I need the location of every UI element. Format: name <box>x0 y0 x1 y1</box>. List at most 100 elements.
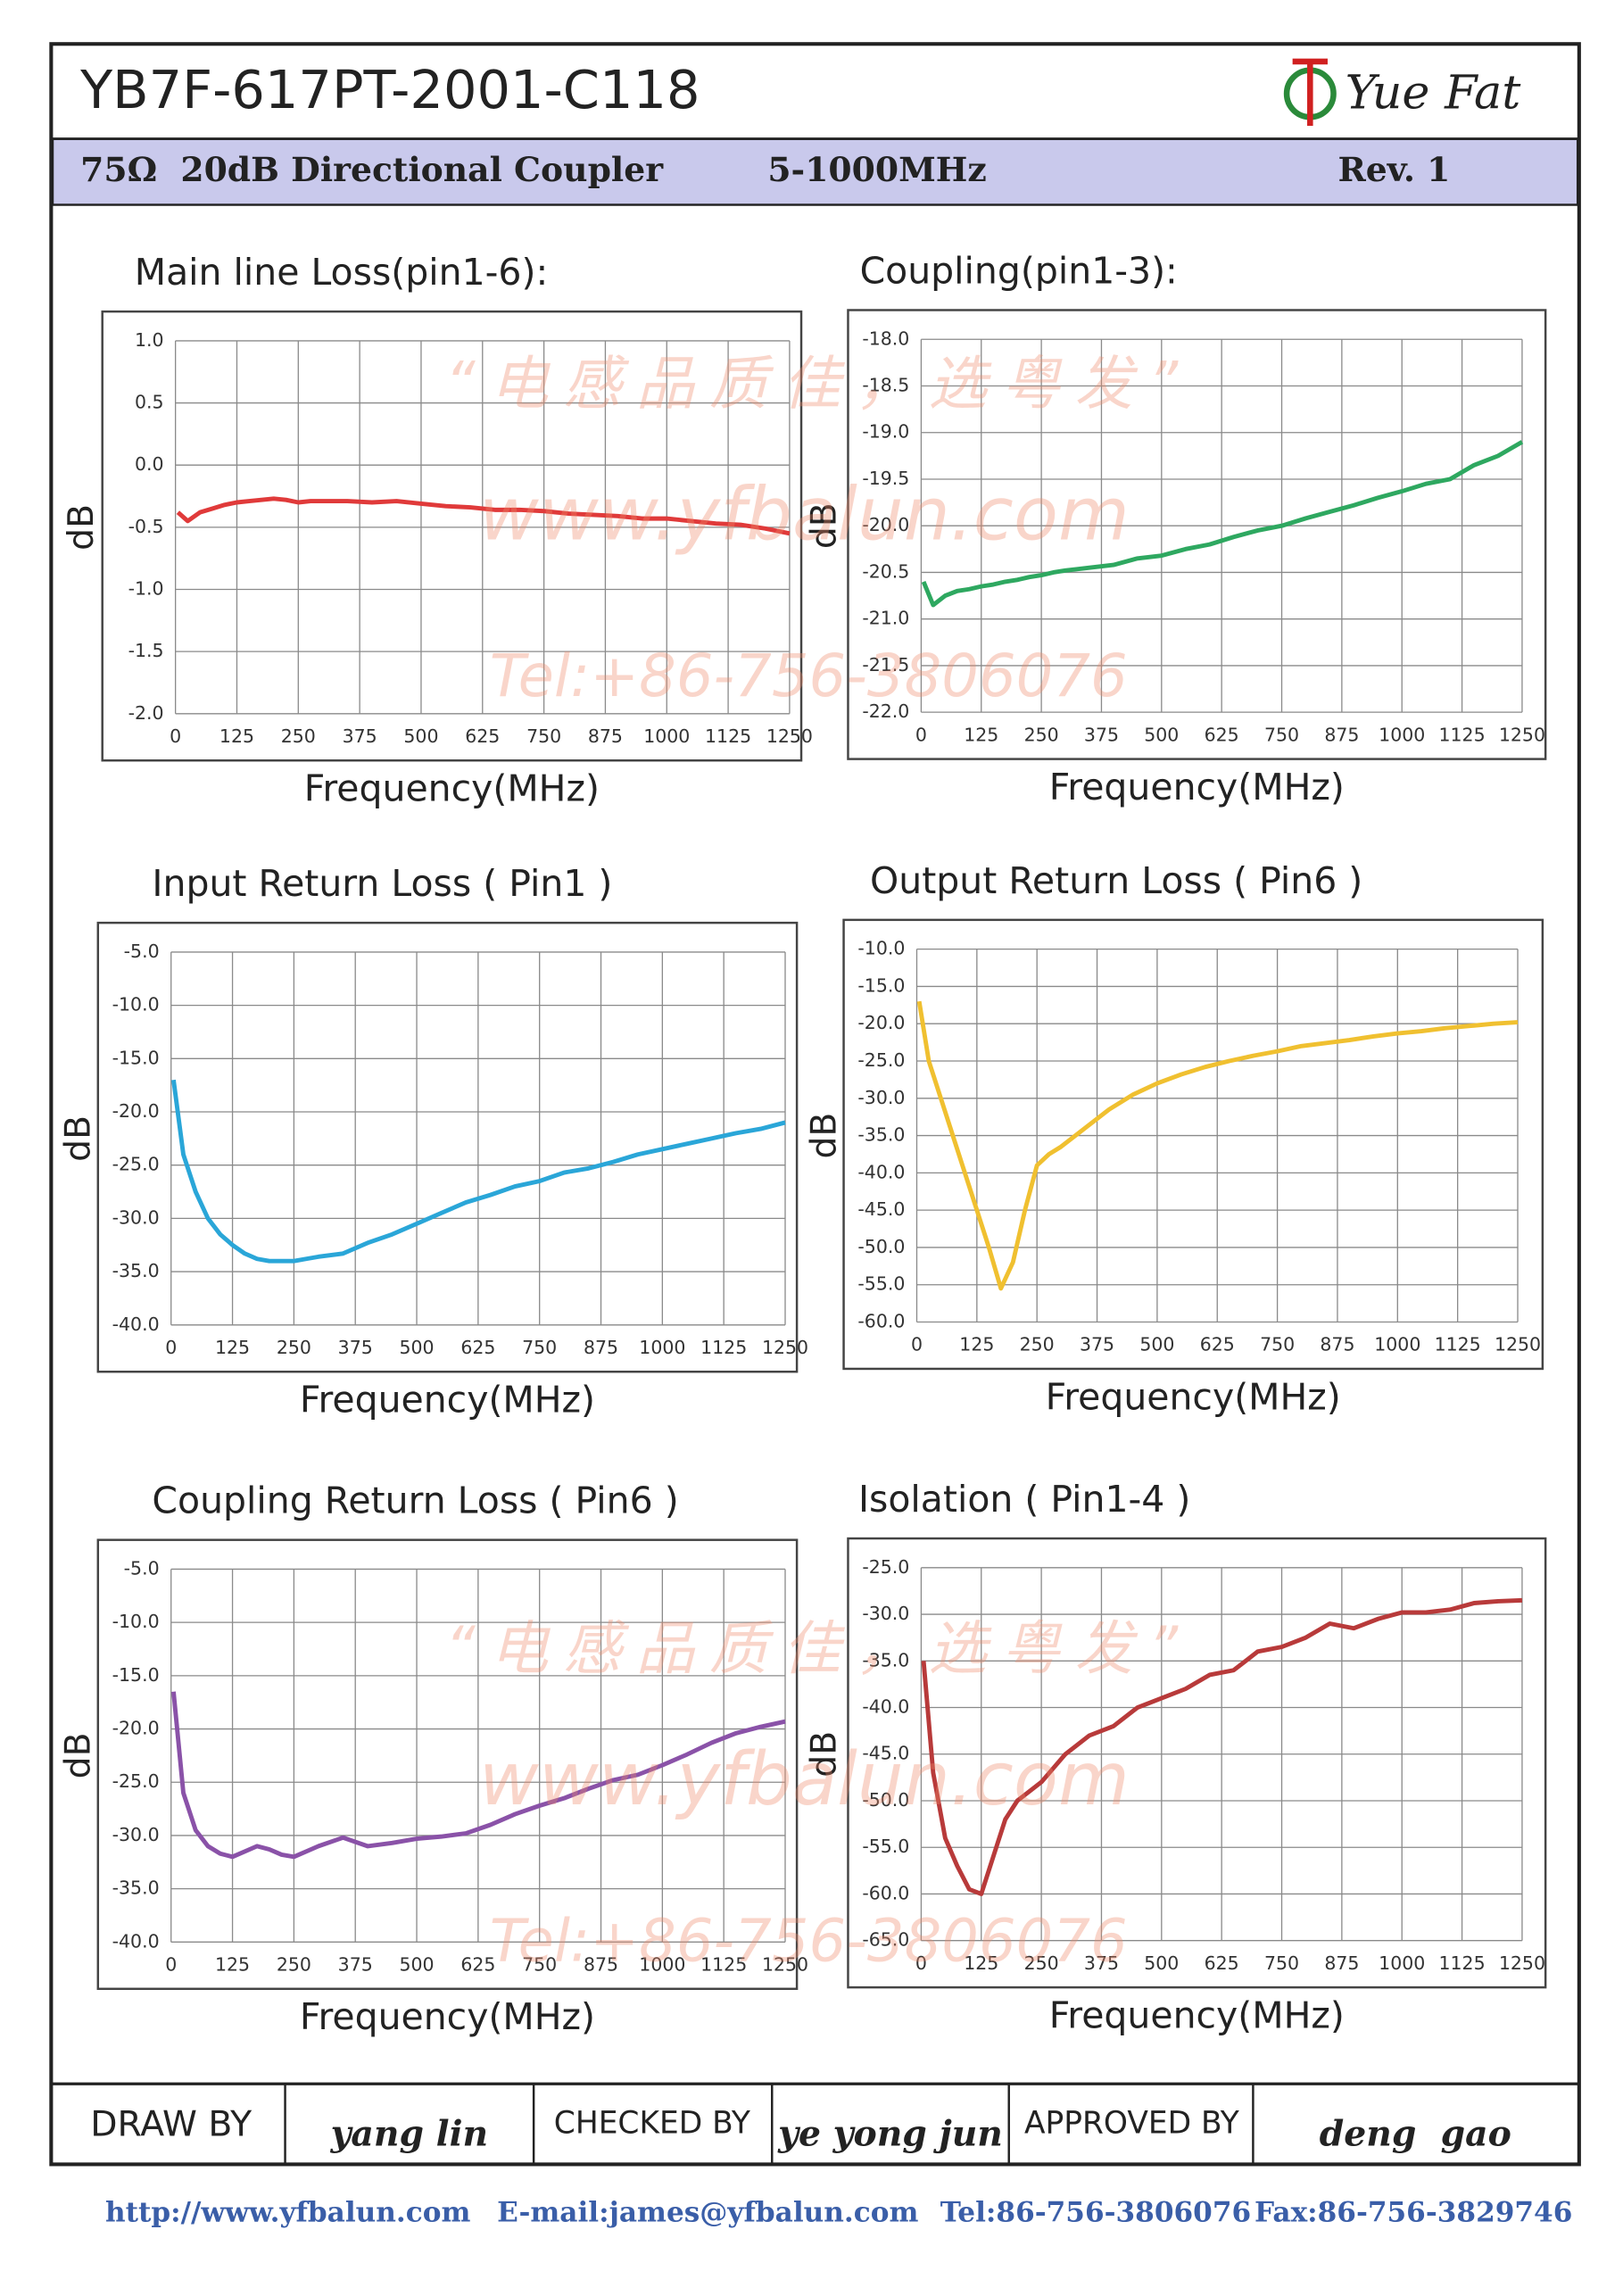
x-tick-label: 125 <box>215 1954 250 1976</box>
x-axis-label: Frequency(MHz) <box>300 1995 595 2038</box>
watermark-slogan: “电感品质佳，选粤发” <box>445 350 1193 418</box>
x-tick-label: 1000 <box>1374 1334 1420 1355</box>
y-tick-label: -21.5 <box>862 654 909 676</box>
watermark-slogan: “电感品质佳，选粤发” <box>445 1615 1193 1683</box>
y-tick-label: -21.0 <box>862 608 909 629</box>
x-tick-label: 250 <box>277 1954 311 1976</box>
chart-title: Coupling Return Loss ( Pin6 ) <box>152 1480 678 1522</box>
x-tick-label: 1125 <box>1439 724 1486 745</box>
y-tick-label: -35.0 <box>112 1877 160 1899</box>
data-line <box>921 1597 1523 1896</box>
chart: Coupling(pin1-3): 0 125 250 375 500 625 750 875 1… <box>804 250 1547 808</box>
x-tick-label: 875 <box>584 1337 618 1358</box>
x-tick-label: 1000 <box>639 1954 685 1976</box>
chart-frame <box>96 921 799 1373</box>
draw-name: yang lin <box>330 2113 489 2154</box>
chart-frame <box>101 310 803 762</box>
chart-frame <box>842 918 1544 1371</box>
x-tick-label: 375 <box>338 1954 373 1976</box>
x-tick-label: 1000 <box>1379 1952 1425 1974</box>
y-tick-label: -10.0 <box>857 938 905 959</box>
footer-tel: Tel:86-756-3806076 <box>940 2197 1251 2229</box>
x-tick-label: 1250 <box>762 1337 808 1358</box>
y-tick-label: -55.0 <box>857 1273 905 1295</box>
y-tick-label: -55.0 <box>862 1836 909 1857</box>
y-tick-label: -40.0 <box>862 1696 909 1718</box>
x-tick-label: 125 <box>964 724 998 745</box>
y-tick-label: -60.0 <box>862 1882 909 1903</box>
x-tick-label: 625 <box>460 1337 495 1358</box>
x-tick-label: 125 <box>215 1337 250 1358</box>
x-tick-label: 375 <box>1084 1952 1119 1974</box>
y-tick-label: -10.0 <box>112 1611 160 1632</box>
y-tick-label: -30.0 <box>862 1603 909 1624</box>
approve-label: APPROVED BY <box>1024 2106 1240 2142</box>
footer-url: http://www.yfbalun.com <box>105 2197 470 2229</box>
x-tick-label: 0 <box>911 1334 923 1355</box>
y-tick-label: -20.0 <box>112 1718 160 1739</box>
x-tick-label: 875 <box>588 725 623 747</box>
y-tick-label: -30.0 <box>112 1824 160 1845</box>
x-tick-label: 1250 <box>762 1954 808 1976</box>
chart: Coupling Return Loss ( Pin6 ) 0 125 250 375 5… <box>59 1480 808 2038</box>
watermark-site: www.yfbalun.com <box>479 472 1130 557</box>
y-tick-label: -25.0 <box>857 1049 905 1071</box>
signature-row: DRAW BY yang lin CHECKED BY ye yong jun … <box>51 2082 1579 2165</box>
y-axis-label: dB <box>804 502 844 549</box>
chart-title: Input Return Loss ( Pin1 ) <box>152 862 612 905</box>
x-tick-label: 750 <box>526 725 561 747</box>
x-axis-label: Frequency(MHz) <box>1049 766 1345 808</box>
y-tick-label: -45.0 <box>862 1743 909 1764</box>
x-tick-label: 1000 <box>643 725 690 747</box>
x-tick-label: 500 <box>403 725 438 747</box>
y-tick-label: -19.5 <box>862 468 909 489</box>
x-tick-label: 1250 <box>1499 1952 1545 1974</box>
y-tick-label: -19.0 <box>862 421 909 443</box>
check-label: CHECKED BY <box>554 2106 751 2142</box>
x-tick-label: 250 <box>1024 1952 1059 1974</box>
y-tick-label: -20.0 <box>862 514 909 535</box>
x-axis-label: Frequency(MHz) <box>1046 1375 1341 1418</box>
x-tick-label: 125 <box>959 1334 994 1355</box>
x-tick-label: 0 <box>915 724 927 745</box>
x-tick-label: 375 <box>338 1337 373 1358</box>
y-axis-label: dB <box>59 1732 99 1778</box>
watermark-site: www.yfbalun.com <box>479 1737 1130 1822</box>
part-number: YB7F-617PT-2001-C118 <box>79 59 700 120</box>
y-tick-label: 1.0 <box>135 329 164 351</box>
x-tick-label: 500 <box>400 1337 435 1358</box>
x-tick-label: 750 <box>522 1954 557 1976</box>
y-tick-label: -45.0 <box>857 1198 905 1220</box>
chart-title: Coupling(pin1-3): <box>860 250 1178 293</box>
chart-title: Output Return Loss ( Pin6 ) <box>870 859 1362 902</box>
chart-frame <box>847 309 1547 760</box>
footer-email: E-mail:james@yfbalun.com <box>497 2197 918 2229</box>
x-tick-label: 875 <box>584 1954 618 1976</box>
x-tick-label: 375 <box>1080 1334 1114 1355</box>
chart-frame <box>96 1538 799 1991</box>
chart: Output Return Loss ( Pin6 ) 0 125 250 375 500… <box>804 859 1544 1418</box>
x-tick-label: 875 <box>1324 724 1359 745</box>
x-tick-label: 750 <box>1264 1952 1299 1974</box>
x-tick-label: 625 <box>460 1954 495 1976</box>
y-tick-label: -20.0 <box>112 1100 160 1122</box>
chart: Isolation ( Pin1-4 ) 0 125 250 375 500 625 750 8… <box>804 1478 1547 2037</box>
y-tick-label: 0.0 <box>135 453 164 475</box>
x-tick-label: 875 <box>1320 1334 1354 1355</box>
subheader-band <box>51 137 1579 206</box>
x-tick-label: 500 <box>1144 1952 1179 1974</box>
x-tick-label: 1125 <box>1439 1952 1486 1974</box>
y-tick-label: -50.0 <box>857 1236 905 1257</box>
y-tick-label: -22.0 <box>862 700 909 722</box>
approve-name: deng gao <box>1320 2113 1511 2154</box>
x-tick-label: 500 <box>1144 724 1179 745</box>
draw-label: DRAW BY <box>90 2104 253 2144</box>
x-tick-label: 250 <box>1024 724 1059 745</box>
page-border <box>49 42 1581 2167</box>
x-tick-label: 1000 <box>639 1337 685 1358</box>
x-tick-label: 1125 <box>1435 1334 1481 1355</box>
footer-fax: Fax:86-756-3829746 <box>1255 2197 1572 2229</box>
chart: Main line Loss(pin1-6): 0 125 250 375 500 625 7… <box>62 251 813 809</box>
description: 75Ω 20dB Directional Coupler <box>80 150 664 189</box>
x-axis-label: Frequency(MHz) <box>1049 1994 1345 2037</box>
